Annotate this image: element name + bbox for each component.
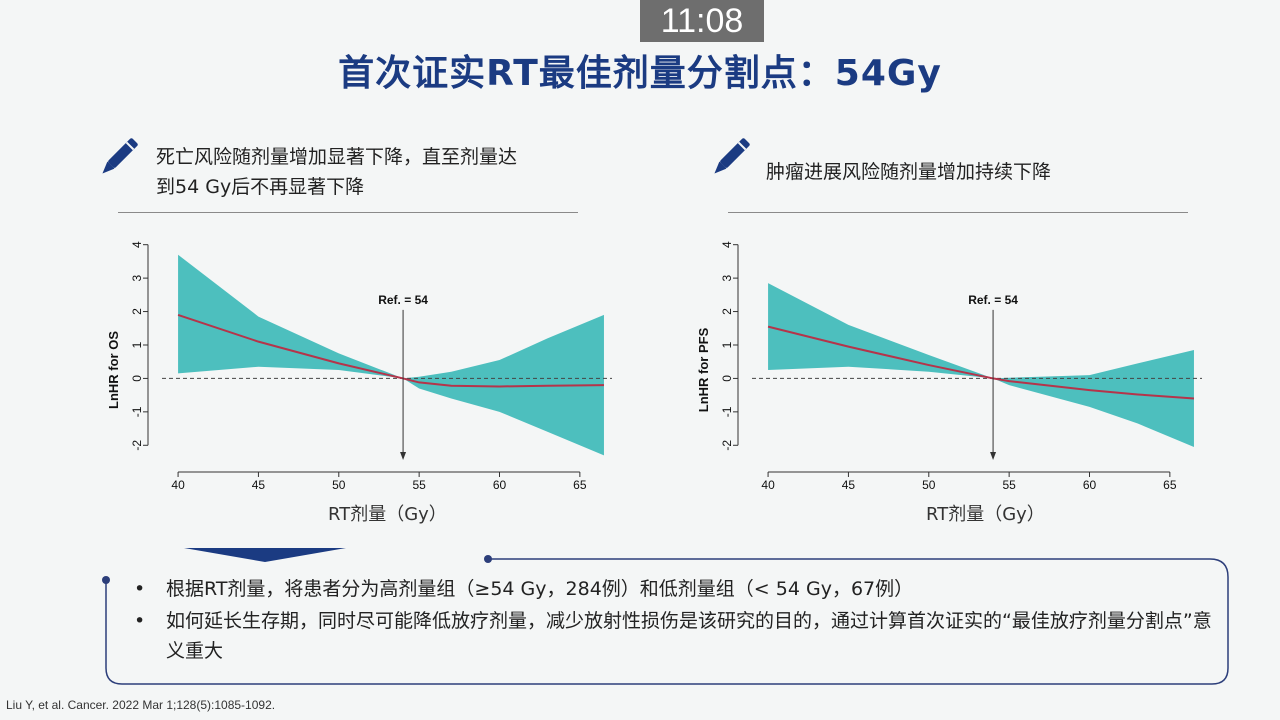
pfs-x-tick-label: 40 <box>761 478 775 492</box>
os-y-axis-label: LnHR for OS <box>106 331 121 409</box>
slide-title: 首次证实RT最佳剂量分割点：54Gy <box>338 53 942 94</box>
citation: Liu Y, et al. Cancer. 2022 Mar 1;128(5):… <box>6 698 276 712</box>
os-y-tick-label: 4 <box>130 241 144 248</box>
os-ref-arrowhead <box>400 452 407 460</box>
right-x-caption: RT剂量（Gy） <box>926 504 1045 525</box>
left-divider <box>118 212 578 213</box>
os-y-tick-label: 2 <box>130 308 144 315</box>
bullet-marker: • <box>134 578 146 600</box>
pfs-y-tick-label: -2 <box>720 440 734 451</box>
os-x-tick-label: 65 <box>573 478 587 492</box>
os-ref-label: Ref. = 54 <box>378 293 428 307</box>
pfs-x-tick-label: 45 <box>842 478 856 492</box>
pfs-y-tick-label: 1 <box>720 341 734 348</box>
os-x-tick-label: 55 <box>412 478 426 492</box>
summary-bullets: • 根据RT剂量，将患者分为高剂量组（≥54 Gy，284例）和低剂量组（< 5… <box>134 574 1224 668</box>
bullet-marker: • <box>134 610 146 632</box>
bullet-text: 如何延长生存期，同时尽可能降低放疗剂量，减少放射性损伤是该研究的目的，通过计算首… <box>166 610 1212 662</box>
pfs-x-tick-label: 55 <box>1002 478 1016 492</box>
os-y-tick-label: 3 <box>130 274 144 281</box>
pfs-y-tick-label: 0 <box>720 375 734 382</box>
pen-icon <box>102 138 138 174</box>
os-confidence-band <box>178 254 604 456</box>
pfs-y-tick-label: 3 <box>720 274 734 281</box>
os-x-tick-label: 40 <box>171 478 185 492</box>
pfs-ref-arrowhead <box>990 452 997 460</box>
pfs-y-tick-label: 2 <box>720 308 734 315</box>
bullet-item: • 如何延长生存期，同时尽可能降低放疗剂量，减少放射性损伤是该研究的目的，通过计… <box>134 606 1224 666</box>
timer-display: 11:08 <box>640 0 764 42</box>
pfs-x-tick-label: 60 <box>1083 478 1097 492</box>
left-note-line2: 到54 Gy后不再显著下降 <box>156 176 365 198</box>
os-x-tick-label: 50 <box>332 478 346 492</box>
os-y-tick-label: 0 <box>130 375 144 382</box>
os-x-tick-label: 60 <box>493 478 507 492</box>
pfs-ref-label: Ref. = 54 <box>968 293 1018 307</box>
pfs-x-tick-label: 50 <box>922 478 936 492</box>
left-note: 死亡风险随剂量增加显著下降，直至剂量达 到54 Gy后不再显著下降 <box>156 142 517 202</box>
right-divider <box>728 212 1188 213</box>
os-y-tick-label: -2 <box>130 440 144 451</box>
right-note-line1: 肿瘤进展风险随剂量增加持续下降 <box>766 161 1052 183</box>
pfs-confidence-band <box>768 283 1194 447</box>
bullet-item: • 根据RT剂量，将患者分为高剂量组（≥54 Gy，284例）和低剂量组（< 5… <box>134 574 1224 604</box>
pfs-y-tick-label: -1 <box>720 406 734 417</box>
pfs-estimate-line <box>767 325 1195 400</box>
banner-arrow <box>184 548 346 562</box>
bullet-text: 根据RT剂量，将患者分为高剂量组（≥54 Gy，284例）和低剂量组（< 54 … <box>166 578 914 600</box>
pfs-y-tick-label: 4 <box>720 241 734 248</box>
os-x-tick-label: 45 <box>252 478 266 492</box>
right-note: 肿瘤进展风险随剂量增加持续下降 <box>766 157 1051 187</box>
os-y-tick-label: -1 <box>130 406 144 417</box>
left-x-caption: RT剂量（Gy） <box>328 504 447 525</box>
pfs-y-axis-label: LnHR for PFS <box>696 327 711 412</box>
pen-icon <box>714 138 750 174</box>
os-estimate-line <box>177 313 604 388</box>
left-note-line1: 死亡风险随剂量增加显著下降，直至剂量达 <box>156 146 518 168</box>
os-y-tick-label: 1 <box>130 341 144 348</box>
pfs-x-tick-label: 65 <box>1163 478 1177 492</box>
